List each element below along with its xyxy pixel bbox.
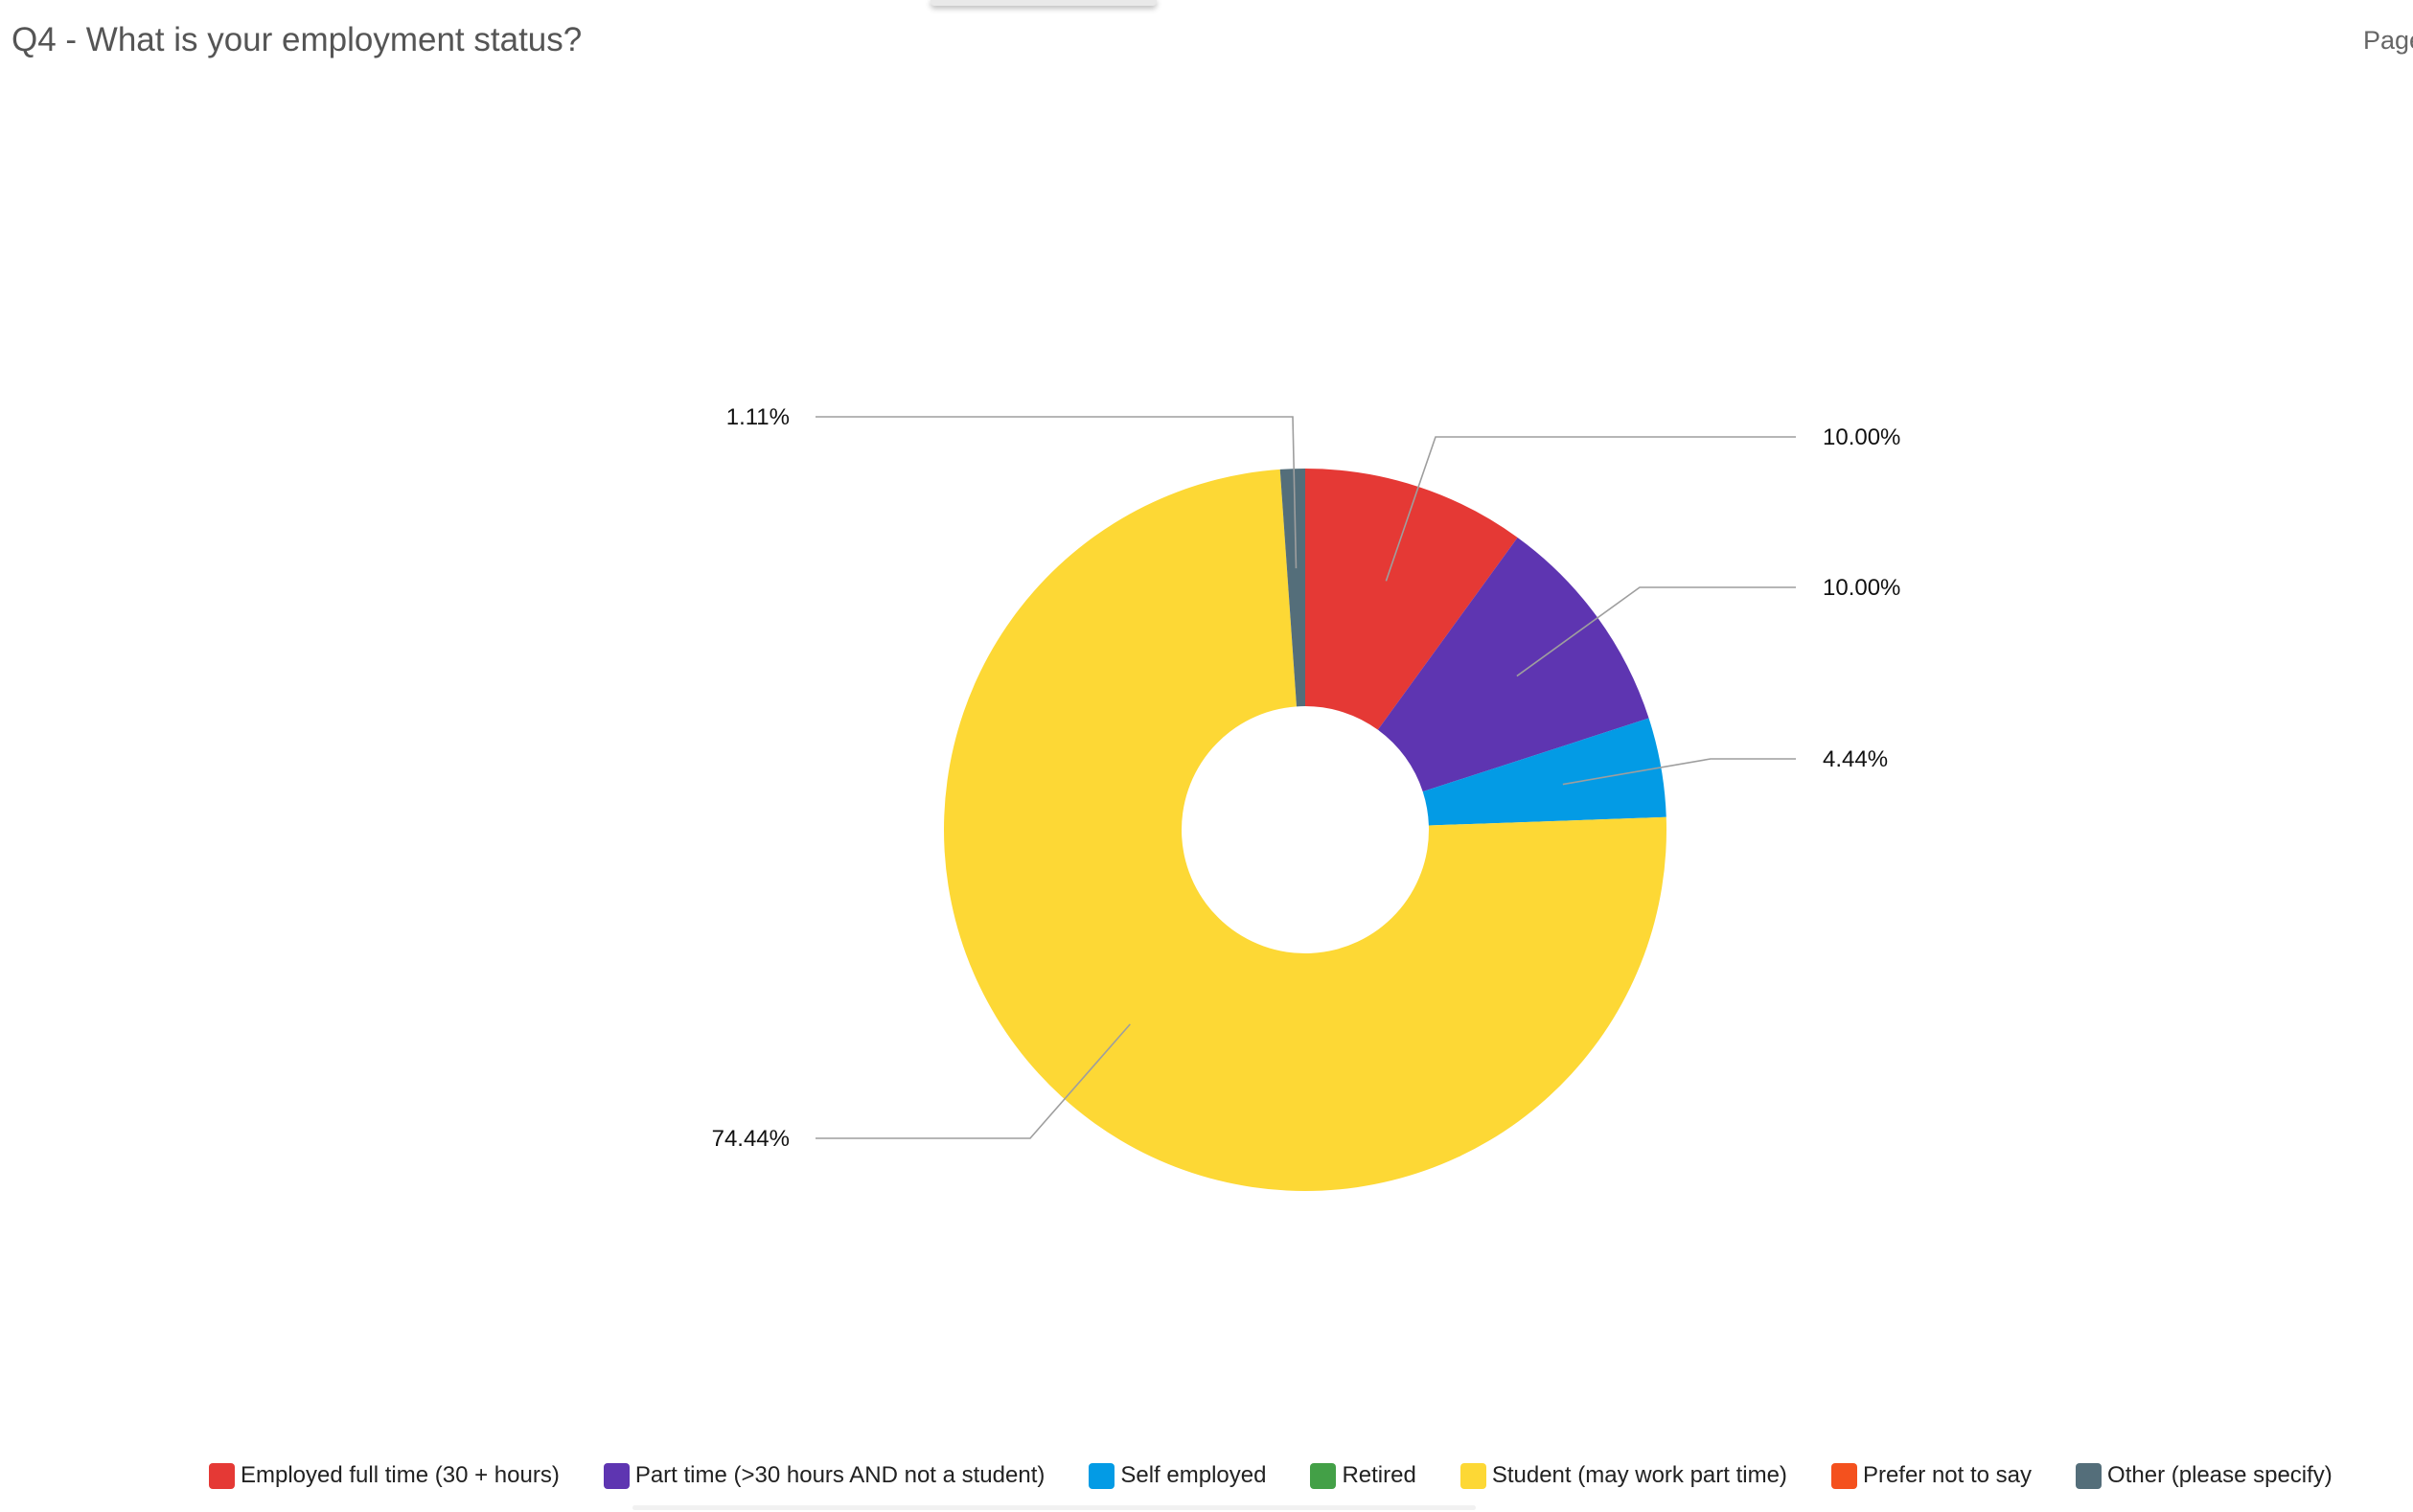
slice-other-please-specify[interactable]	[1279, 469, 1305, 707]
chart-legend: Employed full time (30 + hours) Part time…	[209, 1458, 2333, 1493]
legend-label: Self employed	[1120, 1462, 1267, 1488]
leader-line-other-please-specify	[816, 416, 1298, 569]
slices-group	[943, 469, 1666, 1191]
leader-lines-group	[816, 416, 1796, 1139]
slice-part-time-30-hours-and-not-a-student[interactable]	[1377, 538, 1649, 792]
data-label-part-time-30-hours-and-not-a-student: 10.00%	[1823, 575, 1900, 601]
legend-swatch	[1310, 1462, 1337, 1489]
legend-item-prefer-not-to-say[interactable]: Prefer not to say	[1830, 1462, 2033, 1489]
data-label-self-employed: 4.44%	[1823, 746, 1888, 772]
legend-swatch	[1459, 1462, 1486, 1489]
data-labels-group: 10.00% 10.00% 4.44% 74.44% 1.11%	[712, 404, 1901, 1152]
legend-swatch	[209, 1462, 235, 1489]
legend-item-self-employed[interactable]: Self employed	[1089, 1462, 1266, 1489]
legend-item-employed-full-time-30-hours[interactable]: Employed full time (30 + hours)	[209, 1462, 560, 1489]
legend-swatch	[1089, 1462, 1115, 1489]
legend-scrollbar[interactable]	[632, 1505, 1476, 1510]
legend-item-other-please-specify[interactable]: Other (please specify)	[2076, 1462, 2333, 1489]
legend-label: Other (please specify)	[2107, 1462, 2333, 1488]
data-label-student-may-work-part-time: 74.44%	[712, 1126, 790, 1152]
legend-item-student-may-work-part-time[interactable]: Student (may work part time)	[1459, 1462, 1787, 1489]
page-label[interactable]: Page	[2363, 26, 2413, 55]
chart-title: Q4 - What is your employment status?	[11, 21, 583, 58]
slice-student-may-work-part-time[interactable]	[943, 469, 1666, 1191]
leader-line-employed-full-time-30-hours	[1385, 436, 1796, 582]
data-label-other-please-specify: 1.11%	[726, 404, 790, 430]
data-label-employed-full-time-30-hours: 10.00%	[1823, 424, 1900, 450]
leader-line-self-employed	[1562, 758, 1796, 786]
legend-label: Part time (>30 hours AND not a student)	[634, 1462, 1046, 1488]
legend-item-part-time-30-hours-and-not-a-student[interactable]: Part time (>30 hours AND not a student)	[603, 1462, 1046, 1489]
legend-item-retired[interactable]: Retired	[1310, 1462, 1416, 1489]
legend-swatch	[1830, 1462, 1857, 1489]
legend-label: Employed full time (30 + hours)	[241, 1462, 560, 1488]
legend-label: Prefer not to say	[1862, 1462, 2033, 1488]
slice-employed-full-time-30-hours[interactable]	[1305, 469, 1518, 730]
legend-label: Retired	[1342, 1462, 1416, 1488]
legend-swatch	[603, 1462, 630, 1489]
legend-swatch	[2076, 1462, 2103, 1489]
leader-line-student-may-work-part-time	[816, 1023, 1131, 1139]
legend-label: Student (may work part time)	[1491, 1462, 1787, 1488]
top-tab[interactable]	[931, 0, 1157, 6]
slice-self-employed[interactable]	[1422, 718, 1666, 826]
leader-line-part-time-30-hours-and-not-a-student	[1516, 586, 1796, 677]
